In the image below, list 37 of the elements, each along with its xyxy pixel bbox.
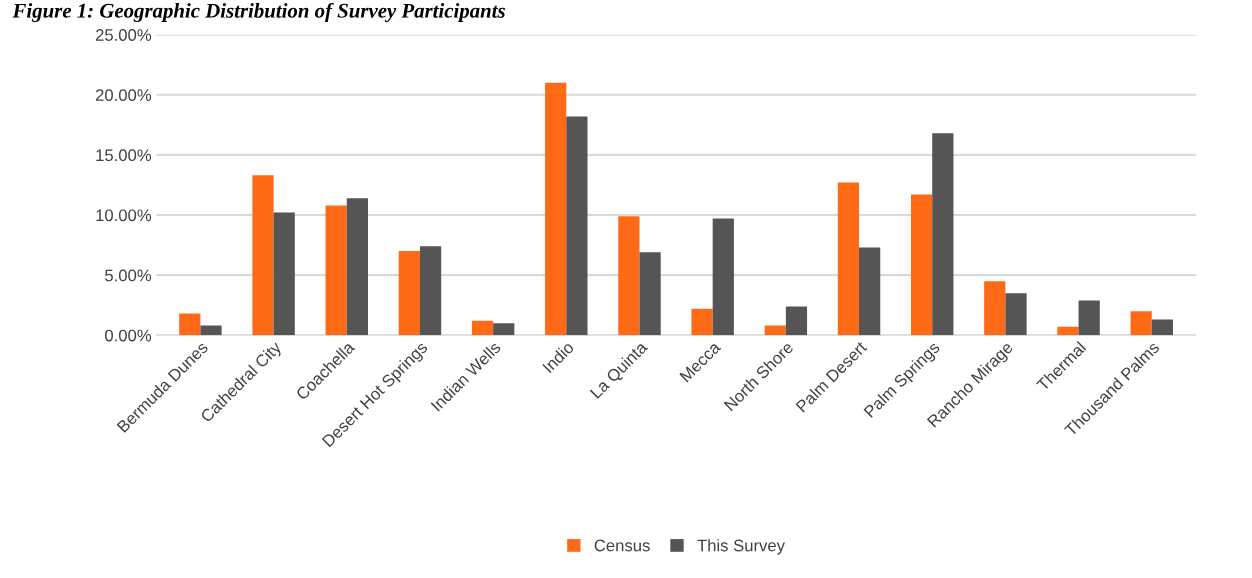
y-tick-label: 10.00% — [96, 209, 152, 222]
bar — [1151, 319, 1173, 336]
bar — [639, 252, 661, 336]
bar — [545, 82, 567, 336]
legend-label: This Survey — [697, 539, 785, 555]
bar — [325, 205, 347, 336]
bar — [346, 198, 368, 336]
bar — [252, 175, 274, 336]
bar — [618, 216, 640, 336]
y-tick-label: 5.00% — [105, 269, 152, 282]
bar — [712, 218, 734, 336]
bar — [932, 133, 954, 336]
bar — [785, 306, 808, 336]
chart-title: Figure 1: Geographic Distribution of Survey Participants — [12, 2, 505, 23]
bar — [1078, 300, 1100, 336]
bar — [1057, 326, 1079, 336]
bar — [471, 320, 494, 336]
bar — [764, 325, 786, 336]
bar — [493, 323, 515, 336]
bar — [566, 116, 588, 336]
y-tick-label: 0.00% — [105, 329, 152, 342]
bar — [984, 281, 1006, 336]
bar — [1005, 293, 1027, 336]
bar — [910, 194, 933, 336]
y-tick-label: 15.00% — [96, 149, 152, 162]
bar — [273, 212, 295, 336]
bar — [419, 246, 442, 336]
bar — [179, 313, 201, 336]
bar — [398, 251, 420, 336]
y-tick-label: 20.00% — [95, 89, 152, 101]
bar — [859, 247, 881, 336]
bar — [837, 182, 860, 336]
y-tick-label: 25.00% — [95, 29, 152, 41]
bar — [1130, 311, 1152, 336]
bar — [200, 325, 222, 336]
bar — [691, 308, 713, 336]
legend-label: Census — [594, 539, 650, 552]
